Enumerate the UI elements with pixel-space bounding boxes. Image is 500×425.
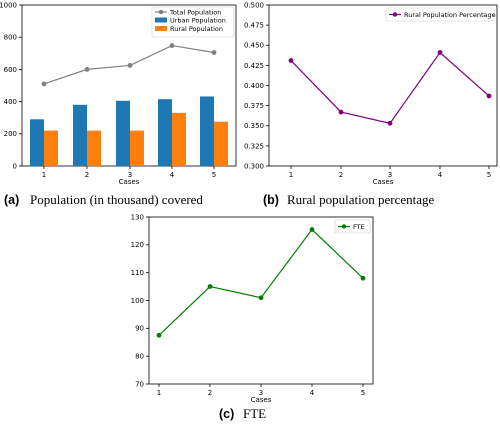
rural-bar — [87, 130, 101, 166]
caption-a-text: Population (in thousand) covered — [30, 192, 203, 207]
y-tick-label: 90 — [135, 325, 144, 333]
y-tick-label: 0.375 — [244, 102, 264, 110]
total-point — [41, 81, 47, 87]
urban-bar — [30, 119, 44, 166]
y-tick-label: 800 — [4, 34, 17, 42]
x-axis-label: Cases — [119, 178, 140, 186]
rural-bar — [172, 112, 186, 166]
percentage-point — [387, 120, 393, 126]
total-point — [169, 43, 175, 48]
rural-bar — [44, 130, 58, 166]
legend-marker-total — [158, 9, 164, 15]
y-tick-label: 0.475 — [244, 22, 264, 30]
legend-label-urban: Urban Population — [170, 16, 226, 24]
total-point — [127, 62, 133, 68]
legend-swatch-rural — [155, 26, 167, 31]
y-tick-label: 0.450 — [244, 42, 264, 50]
y-tick-label: 0.325 — [244, 142, 264, 150]
rural-bar — [130, 130, 144, 166]
y-tick-label: 400 — [4, 98, 17, 106]
x-tick-label: 2 — [339, 171, 343, 179]
caption-b: (b) Rural population percentage — [263, 192, 435, 207]
fte-point — [156, 332, 162, 338]
fte-line — [158, 228, 364, 336]
legend-label-fte: FTE — [353, 223, 365, 231]
plot-frame — [148, 216, 374, 385]
caption-b-text: Rural population percentage — [287, 192, 435, 207]
chart-population: 0 200 400 600 800 1000 1 2 3 4 5 Cases Total Populat… — [0, 1, 237, 186]
y-tick-label: 110 — [131, 269, 144, 277]
caption-a: (a) Population (in thousand) covered — [4, 192, 203, 207]
total-point — [84, 67, 90, 72]
x-tick-label: 1 — [42, 171, 46, 179]
x-tick-label: 3 — [128, 171, 132, 179]
x-tick-label: 5 — [361, 389, 365, 397]
legend-marker-percentage — [392, 12, 398, 17]
fte-point — [258, 295, 264, 301]
plot-frame — [268, 4, 498, 167]
y-tick-label: 0 — [13, 162, 17, 170]
total-point — [211, 50, 217, 55]
caption-a-tag: (a) — [4, 193, 19, 207]
y-tick-label: 0.500 — [244, 1, 264, 9]
legend: FTE — [334, 219, 371, 234]
legend-label-total: Total Population — [169, 8, 221, 16]
x-tick-label: 1 — [289, 171, 293, 179]
legend-box — [334, 219, 371, 234]
x-tick-label: 2 — [85, 171, 89, 179]
percentage-line — [290, 51, 490, 125]
y-tick-label: 0.350 — [244, 122, 264, 130]
x-tick-label: 2 — [208, 389, 212, 397]
caption-c-text: FTE — [243, 406, 266, 421]
fte-point — [207, 284, 213, 289]
urban-bar — [73, 104, 87, 166]
caption-c: (c) FTE — [219, 406, 266, 421]
legend-label-percentage: Rural Population Percentage — [404, 11, 496, 19]
y-tick-label: 70 — [135, 380, 144, 388]
urban-bar — [116, 100, 130, 166]
y-tick-label: 1000 — [0, 1, 17, 9]
y-tick-label: 100 — [131, 297, 144, 305]
chart-rural-percentage: 0.300 0.325 0.350 0.375 0.400 0.425 0.450 0.475… — [244, 1, 498, 186]
x-axis-label: Cases — [251, 396, 272, 404]
caption-c-tag: (c) — [219, 407, 234, 421]
legend-box — [385, 7, 495, 22]
y-tick-label: 200 — [4, 130, 17, 138]
x-tick-label: 5 — [212, 171, 216, 179]
legend-box — [151, 6, 235, 38]
urban-bar — [158, 99, 172, 166]
x-axis-label: Cases — [373, 178, 394, 186]
x-tick-label: 4 — [310, 389, 315, 397]
y-tick-label: 0.425 — [244, 62, 264, 70]
y-tick-label: 80 — [135, 353, 144, 361]
fte-point — [309, 227, 315, 232]
y-tick-label: 600 — [4, 66, 17, 74]
x-tick-label: 3 — [259, 389, 263, 397]
y-tick-label: 130 — [131, 213, 144, 221]
y-tick-label: 0.300 — [244, 162, 264, 170]
chart-fte: 70 80 90 100 110 120 130 1 2 3 4 5 Cases FTE — [131, 213, 374, 404]
x-tick-label: 3 — [388, 171, 392, 179]
legend-swatch-urban — [155, 17, 167, 23]
percentage-point — [338, 109, 344, 115]
y-tick-label: 0.400 — [244, 82, 264, 90]
x-tick-label: 4 — [438, 171, 443, 179]
urban-bar — [200, 96, 214, 166]
y-tick-label: 120 — [131, 241, 144, 249]
percentage-point — [437, 50, 443, 55]
legend-label-rural: Rural Population — [170, 25, 223, 33]
caption-b-tag: (b) — [263, 193, 279, 207]
x-tick-label: 4 — [170, 171, 175, 179]
rural-bar — [214, 121, 228, 166]
percentage-point — [486, 93, 492, 99]
x-tick-label: 5 — [487, 171, 491, 179]
legend-marker-fte — [341, 224, 347, 229]
legend: Rural Population Percentage — [385, 7, 496, 22]
x-tick-label: 1 — [157, 389, 161, 397]
fte-point — [360, 275, 366, 281]
percentage-point — [288, 58, 294, 63]
